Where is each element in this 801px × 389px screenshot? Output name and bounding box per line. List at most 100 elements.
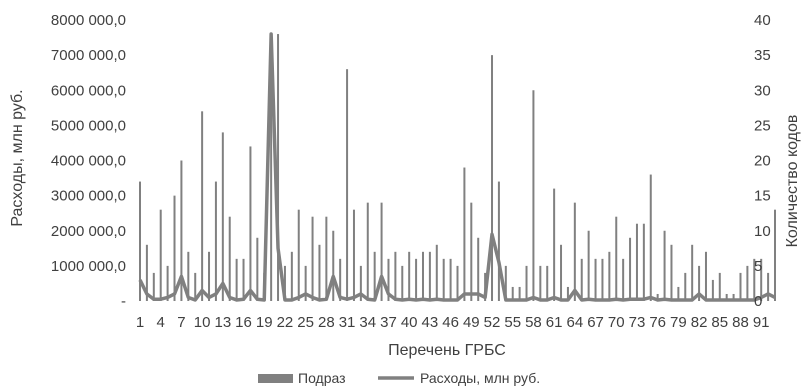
bar-30 bbox=[339, 258, 342, 301]
x-tick-label: 22 bbox=[277, 314, 294, 331]
left-tick-label: 1000 000,0 bbox=[51, 258, 126, 275]
bar-8 bbox=[187, 251, 190, 301]
right-axis-ticks: 0 5 10 15 20 25 30 35 40 bbox=[754, 12, 771, 310]
x-tick-label: 31 bbox=[339, 314, 356, 331]
bar-32 bbox=[352, 209, 355, 301]
bar-57 bbox=[525, 265, 528, 302]
right-tick-label: 5 bbox=[754, 258, 762, 275]
bar-13 bbox=[221, 132, 224, 301]
bar-75 bbox=[649, 174, 652, 301]
bar-35 bbox=[373, 251, 376, 301]
bar-82 bbox=[698, 265, 701, 302]
x-tick-label: 82 bbox=[691, 314, 708, 331]
bar-78 bbox=[670, 244, 673, 301]
right-tick-label: 15 bbox=[754, 188, 771, 205]
right-tick-label: 30 bbox=[754, 82, 771, 99]
bar-43 bbox=[428, 251, 431, 301]
bar-41 bbox=[415, 258, 418, 301]
x-tick-label: 76 bbox=[649, 314, 666, 331]
bar-63 bbox=[566, 286, 569, 301]
bar-40 bbox=[408, 251, 411, 301]
bar-89 bbox=[746, 265, 749, 302]
bar-61 bbox=[553, 188, 556, 301]
bar-11 bbox=[208, 251, 211, 301]
left-tick-label: 7000 000,0 bbox=[51, 47, 126, 64]
bar-28 bbox=[325, 216, 328, 301]
x-tick-label: 40 bbox=[401, 314, 418, 331]
bar-16 bbox=[242, 258, 245, 301]
bar-88 bbox=[739, 272, 742, 301]
bar-92 bbox=[767, 272, 770, 301]
bar-27 bbox=[318, 244, 321, 301]
bar-44 bbox=[435, 244, 438, 301]
left-tick-label: 4000 000,0 bbox=[51, 153, 126, 170]
x-tick-label: 73 bbox=[629, 314, 646, 331]
bar-59 bbox=[539, 265, 542, 302]
x-tick-label: 46 bbox=[442, 314, 459, 331]
bar-31 bbox=[346, 69, 349, 302]
left-tick-label: 3000 000,0 bbox=[51, 188, 126, 205]
x-tick-label: 16 bbox=[235, 314, 252, 331]
bar-54 bbox=[504, 265, 507, 302]
bar-53 bbox=[497, 181, 500, 301]
bar-37 bbox=[387, 258, 390, 301]
bar-81 bbox=[691, 244, 694, 301]
left-axis-ticks: - 1000 000,0 2000 000,0 3000 000,0 4000 000,… bbox=[51, 12, 126, 310]
bar-70 bbox=[615, 216, 618, 301]
x-tick-label: 43 bbox=[422, 314, 439, 331]
bar-76 bbox=[656, 293, 659, 301]
bar-68 bbox=[601, 258, 604, 301]
bar-12 bbox=[214, 181, 217, 301]
bar-90 bbox=[753, 258, 756, 301]
bar-25 bbox=[304, 265, 307, 302]
bar-17 bbox=[249, 146, 252, 301]
left-tick-label: - bbox=[121, 293, 126, 310]
x-tick-label: 10 bbox=[194, 314, 211, 331]
bar-50 bbox=[477, 237, 480, 301]
bar-56 bbox=[518, 286, 521, 301]
bar-18 bbox=[256, 237, 259, 301]
bar-29 bbox=[332, 230, 335, 301]
bar-20 bbox=[270, 34, 273, 302]
bar-52 bbox=[491, 55, 494, 302]
right-tick-label: 0 bbox=[754, 293, 762, 310]
bar-14 bbox=[228, 216, 231, 301]
bar-67 bbox=[594, 258, 597, 301]
legend-swatch-podraz bbox=[258, 374, 293, 383]
plot-area bbox=[138, 32, 776, 302]
x-tick-label: 4 bbox=[157, 314, 165, 331]
bar-87 bbox=[732, 293, 735, 301]
right-axis-title: Количество кодов bbox=[784, 115, 801, 248]
bar-2 bbox=[145, 244, 148, 301]
x-tick-label: 1 bbox=[136, 314, 144, 331]
bar-7 bbox=[180, 160, 183, 301]
bar-34 bbox=[366, 202, 369, 301]
x-tick-label: 19 bbox=[256, 314, 273, 331]
bar-series-podraz bbox=[139, 34, 776, 302]
x-tick-label: 58 bbox=[525, 314, 542, 331]
x-tick-label: 37 bbox=[380, 314, 397, 331]
bar-73 bbox=[635, 223, 638, 301]
bar-5 bbox=[166, 265, 169, 302]
bar-22 bbox=[283, 265, 286, 302]
bar-69 bbox=[608, 251, 611, 301]
x-axis-ticks: 1 4 7 10 13 16 19 22 25 28 31 34 37 40 43 46 49 52 55 58 61 6… bbox=[136, 314, 770, 331]
bar-3 bbox=[152, 272, 155, 301]
bar-55 bbox=[511, 286, 514, 301]
x-tick-label: 70 bbox=[608, 314, 625, 331]
bar-60 bbox=[546, 265, 549, 302]
right-tick-label: 35 bbox=[754, 47, 771, 64]
x-tick-label: 55 bbox=[504, 314, 521, 331]
legend-label-expenses: Расходы, млн руб. bbox=[420, 370, 540, 386]
x-axis-title: Перечень ГРБС bbox=[388, 342, 506, 359]
bar-80 bbox=[684, 272, 687, 301]
x-tick-label: 79 bbox=[670, 314, 687, 331]
bar-62 bbox=[560, 244, 563, 301]
bar-83 bbox=[704, 251, 707, 301]
left-tick-label: 8000 000,0 bbox=[51, 12, 126, 29]
right-tick-label: 10 bbox=[754, 223, 771, 240]
bar-66 bbox=[587, 230, 590, 301]
x-tick-label: 13 bbox=[214, 314, 231, 331]
bar-1 bbox=[139, 181, 141, 301]
bar-65 bbox=[580, 258, 583, 301]
